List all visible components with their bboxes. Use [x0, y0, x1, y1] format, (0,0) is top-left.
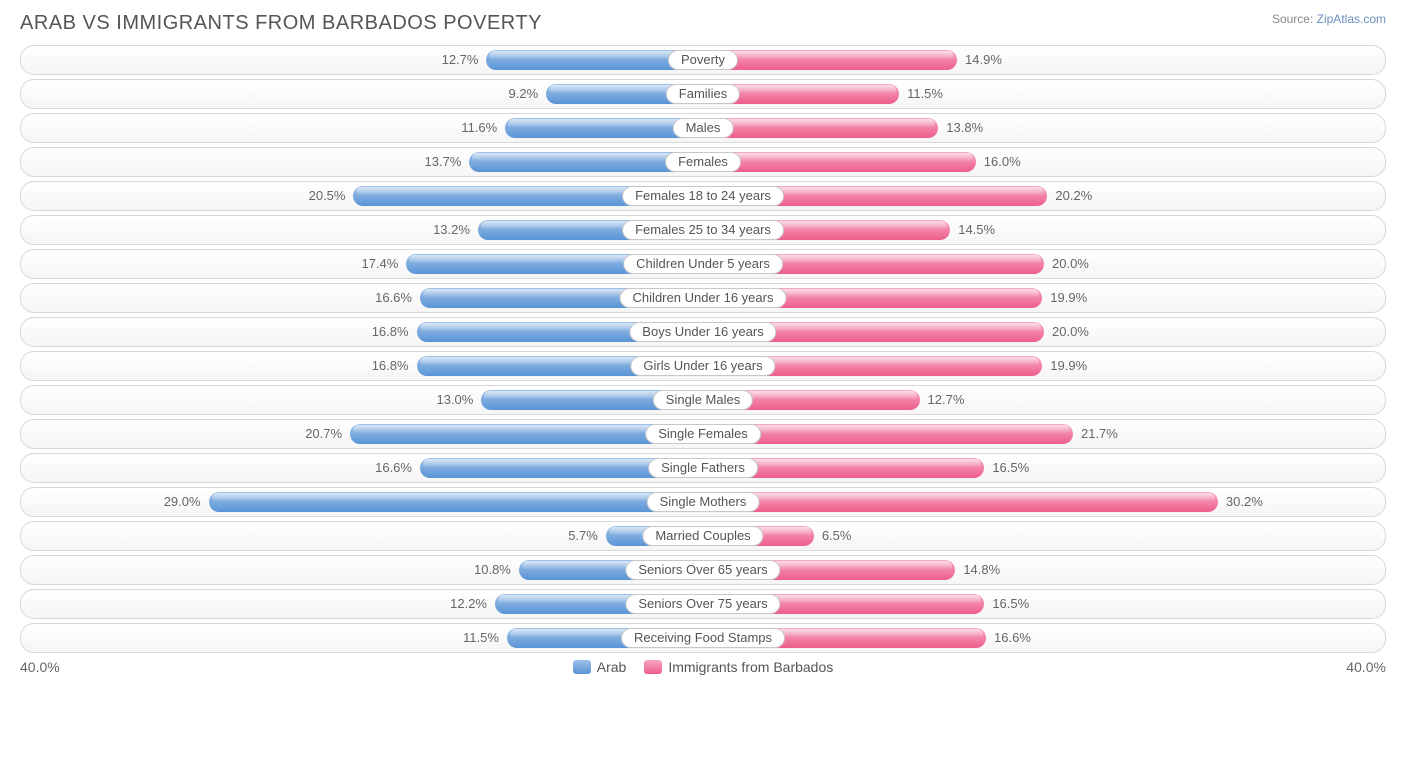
bar-right: [703, 118, 938, 138]
category-label: Receiving Food Stamps: [621, 628, 785, 648]
value-left: 10.8%: [474, 562, 511, 577]
value-right: 19.9%: [1050, 290, 1087, 305]
chart-row: 16.6% 19.9% Children Under 16 years: [20, 283, 1386, 313]
chart-row: 11.6% 13.8% Males: [20, 113, 1386, 143]
value-right: 14.9%: [965, 52, 1002, 67]
chart-row: 5.7% 6.5% Married Couples: [20, 521, 1386, 551]
bar-right: [703, 492, 1218, 512]
legend-item-left: Arab: [573, 659, 627, 675]
value-right: 21.7%: [1081, 426, 1118, 441]
chart-row: 16.6% 16.5% Single Fathers: [20, 453, 1386, 483]
source-link[interactable]: ZipAtlas.com: [1317, 12, 1386, 26]
category-label: Single Males: [653, 390, 753, 410]
category-label: Poverty: [668, 50, 738, 70]
source-attribution: Source: ZipAtlas.com: [1272, 12, 1386, 26]
value-left: 13.2%: [433, 222, 470, 237]
value-left: 5.7%: [568, 528, 598, 543]
legend-label-right: Immigrants from Barbados: [668, 659, 833, 675]
axis-max-right: 40.0%: [1346, 659, 1386, 675]
chart-row: 11.5% 16.6% Receiving Food Stamps: [20, 623, 1386, 653]
chart-row: 16.8% 19.9% Girls Under 16 years: [20, 351, 1386, 381]
value-left: 9.2%: [509, 86, 539, 101]
category-label: Seniors Over 75 years: [625, 594, 780, 614]
legend-item-right: Immigrants from Barbados: [644, 659, 833, 675]
legend-swatch-left: [573, 660, 591, 674]
chart-row: 10.8% 14.8% Seniors Over 65 years: [20, 555, 1386, 585]
value-left: 17.4%: [361, 256, 398, 271]
legend-swatch-right: [644, 660, 662, 674]
chart-row: 12.2% 16.5% Seniors Over 75 years: [20, 589, 1386, 619]
category-label: Single Females: [645, 424, 761, 444]
chart-row: 13.7% 16.0% Females: [20, 147, 1386, 177]
category-label: Boys Under 16 years: [629, 322, 776, 342]
value-left: 11.6%: [461, 120, 497, 135]
chart-header: ARAB VS IMMIGRANTS FROM BARBADOS POVERTY…: [20, 12, 1386, 35]
category-label: Single Mothers: [647, 492, 760, 512]
value-left: 16.6%: [375, 460, 412, 475]
category-label: Children Under 16 years: [620, 288, 787, 308]
value-left: 13.0%: [436, 392, 473, 407]
value-left: 13.7%: [425, 154, 462, 169]
value-right: 6.5%: [822, 528, 852, 543]
bar-right: [703, 50, 957, 70]
diverging-bar-chart: 12.7%14.9%Poverty9.2%11.5%Families11.6%1…: [20, 45, 1386, 653]
chart-row: 9.2% 11.5% Families: [20, 79, 1386, 109]
chart-row: 20.7% 21.7% Single Females: [20, 419, 1386, 449]
value-left: 11.5%: [463, 630, 499, 645]
source-prefix: Source:: [1272, 12, 1317, 26]
value-left: 16.6%: [375, 290, 412, 305]
axis-max-left: 40.0%: [20, 659, 60, 675]
value-right: 11.5%: [907, 86, 943, 101]
value-right: 30.2%: [1226, 494, 1263, 509]
value-right: 16.0%: [984, 154, 1021, 169]
chart-title: ARAB VS IMMIGRANTS FROM BARBADOS POVERTY: [20, 12, 542, 35]
value-right: 16.5%: [992, 596, 1029, 611]
category-label: Married Couples: [642, 526, 763, 546]
category-label: Females 18 to 24 years: [622, 186, 784, 206]
category-label: Females 25 to 34 years: [622, 220, 784, 240]
value-right: 16.6%: [994, 630, 1031, 645]
chart-row: 17.4% 20.0% Children Under 5 years: [20, 249, 1386, 279]
category-label: Children Under 5 years: [623, 254, 783, 274]
legend-label-left: Arab: [597, 659, 627, 675]
chart-row: 29.0% 30.2% Single Mothers: [20, 487, 1386, 517]
value-right: 12.7%: [928, 392, 965, 407]
category-label: Families: [666, 84, 740, 104]
category-label: Single Fathers: [648, 458, 758, 478]
category-label: Seniors Over 65 years: [625, 560, 780, 580]
legend: Arab Immigrants from Barbados: [573, 659, 834, 675]
value-left: 16.8%: [372, 324, 409, 339]
bar-left: [209, 492, 703, 512]
value-left: 16.8%: [372, 358, 409, 373]
value-right: 14.5%: [958, 222, 995, 237]
value-left: 20.7%: [305, 426, 342, 441]
value-right: 14.8%: [963, 562, 1000, 577]
value-right: 20.2%: [1055, 188, 1092, 203]
chart-footer: 40.0% Arab Immigrants from Barbados 40.0…: [20, 659, 1386, 675]
value-left: 12.2%: [450, 596, 487, 611]
value-left: 29.0%: [164, 494, 201, 509]
category-label: Females: [665, 152, 741, 172]
chart-row: 12.7% 14.9% Poverty: [20, 45, 1386, 75]
bar-right: [703, 152, 976, 172]
chart-row: 13.0% 12.7% Single Males: [20, 385, 1386, 415]
value-right: 19.9%: [1050, 358, 1087, 373]
value-right: 13.8%: [946, 120, 983, 135]
chart-row: 13.2% 14.5% Females 25 to 34 years: [20, 215, 1386, 245]
chart-row: 20.5% 20.2% Females 18 to 24 years: [20, 181, 1386, 211]
value-left: 20.5%: [309, 188, 346, 203]
value-left: 12.7%: [442, 52, 479, 67]
category-label: Girls Under 16 years: [630, 356, 775, 376]
value-right: 20.0%: [1052, 324, 1089, 339]
value-right: 20.0%: [1052, 256, 1089, 271]
category-label: Males: [673, 118, 734, 138]
value-right: 16.5%: [992, 460, 1029, 475]
chart-row: 16.8% 20.0% Boys Under 16 years: [20, 317, 1386, 347]
